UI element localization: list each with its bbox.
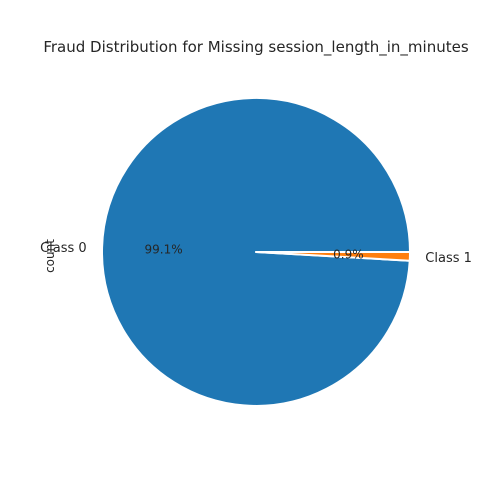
slice-percent-class-0: 99.1% <box>145 242 183 256</box>
slice-label-class-1: Class 1 <box>425 251 472 266</box>
slice-label-class-0: Class 0 <box>40 241 87 256</box>
y-axis-label: count <box>43 239 57 273</box>
pie-slices <box>101 97 411 407</box>
pie-slice-class-1 <box>255 251 411 262</box>
slice-percent-class-1: 0.9% <box>333 248 364 262</box>
pie-labels: Class 0 99.1% Class 1 0.9% <box>40 241 472 266</box>
chart-title: Fraud Distribution for Missing session_l… <box>43 38 468 57</box>
